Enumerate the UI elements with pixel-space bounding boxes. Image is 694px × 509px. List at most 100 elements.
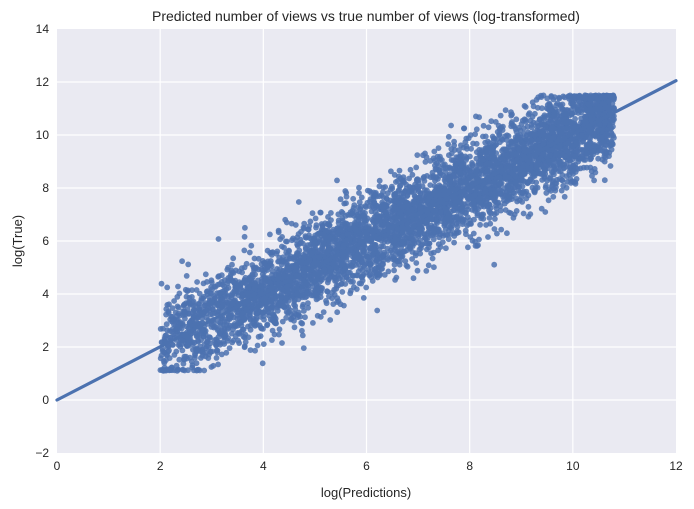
data-point <box>285 266 292 273</box>
data-point <box>328 217 334 224</box>
data-point <box>573 139 580 146</box>
data-point <box>301 265 308 271</box>
data-point <box>220 338 227 345</box>
data-point <box>292 264 299 271</box>
data-point <box>401 179 407 186</box>
data-point <box>418 245 424 252</box>
data-point <box>272 318 279 325</box>
data-point <box>348 262 355 269</box>
data-point <box>540 141 547 147</box>
data-point <box>158 280 165 287</box>
data-point <box>422 240 429 247</box>
data-point <box>538 205 545 212</box>
data-point <box>513 195 520 202</box>
data-point <box>313 224 319 231</box>
data-point <box>587 96 594 103</box>
data-point <box>309 250 315 256</box>
data-point <box>341 267 348 274</box>
data-point <box>452 161 459 168</box>
data-point <box>405 229 412 235</box>
data-point <box>163 321 170 328</box>
data-point <box>478 171 485 177</box>
data-point <box>468 145 474 152</box>
data-point <box>412 193 418 200</box>
data-point <box>262 278 268 285</box>
data-point <box>424 190 430 197</box>
data-point <box>401 248 408 255</box>
data-point <box>168 364 175 371</box>
data-point <box>504 152 511 159</box>
data-point <box>229 300 236 307</box>
data-point <box>380 189 386 195</box>
data-point <box>252 347 258 354</box>
data-point <box>350 205 357 211</box>
data-point <box>295 199 302 205</box>
data-point <box>276 331 282 338</box>
data-point <box>164 302 171 308</box>
data-point <box>455 229 462 236</box>
data-point <box>242 280 249 287</box>
data-point <box>460 216 467 223</box>
data-point <box>314 276 321 282</box>
data-point <box>443 245 449 252</box>
data-point <box>571 101 577 107</box>
data-point <box>476 162 482 169</box>
data-point <box>442 182 449 189</box>
data-point <box>548 94 555 100</box>
data-point <box>195 337 201 344</box>
data-point <box>423 154 430 161</box>
data-point <box>275 227 282 234</box>
data-point <box>544 162 551 169</box>
data-point <box>219 303 226 310</box>
data-point <box>223 349 230 356</box>
data-point <box>184 342 191 349</box>
data-point <box>493 210 500 216</box>
data-point <box>312 291 319 298</box>
data-point <box>349 211 355 217</box>
data-point <box>470 140 476 147</box>
data-point <box>260 341 267 347</box>
data-point <box>175 283 181 290</box>
data-point <box>239 326 246 333</box>
data-point <box>608 131 615 137</box>
data-point <box>421 178 428 184</box>
data-point <box>473 113 479 120</box>
data-point <box>202 271 209 278</box>
data-point <box>470 230 477 237</box>
data-point <box>190 346 196 353</box>
data-point <box>528 121 535 128</box>
data-point <box>484 168 491 175</box>
data-point <box>199 326 206 333</box>
data-point <box>198 295 205 302</box>
data-point <box>442 187 448 194</box>
data-point <box>491 226 498 232</box>
data-point <box>225 326 232 332</box>
data-point <box>446 152 452 159</box>
data-point <box>267 316 274 323</box>
data-point <box>382 184 389 190</box>
data-point <box>573 176 580 182</box>
data-point <box>283 219 290 226</box>
data-point <box>279 340 285 346</box>
data-point <box>193 287 200 293</box>
data-point <box>400 174 407 181</box>
data-point <box>588 117 594 123</box>
data-point <box>397 209 404 216</box>
data-point <box>251 255 258 262</box>
data-point <box>384 222 391 229</box>
data-point <box>215 334 222 341</box>
data-point <box>335 211 342 218</box>
data-point <box>526 148 533 154</box>
data-point <box>478 213 485 220</box>
data-point <box>435 226 442 233</box>
data-point <box>215 318 222 325</box>
data-point <box>234 315 241 322</box>
data-point <box>252 322 258 328</box>
data-point <box>229 261 235 268</box>
data-point <box>532 132 538 138</box>
data-point <box>435 176 441 182</box>
data-point <box>485 138 491 145</box>
data-point <box>572 109 578 116</box>
data-point <box>382 236 389 243</box>
data-point <box>267 231 273 238</box>
